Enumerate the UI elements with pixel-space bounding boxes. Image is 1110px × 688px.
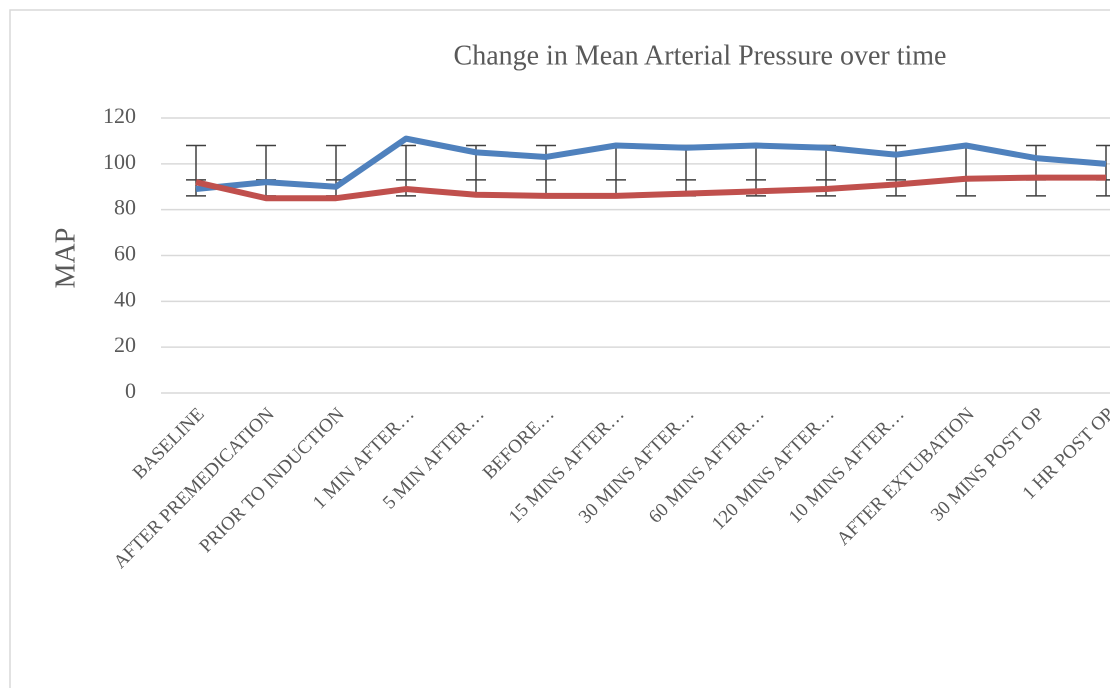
y-tick-label: 120 (103, 103, 136, 128)
series-line (195, 174, 1106, 202)
chart-title: Change in Mean Arterial Pressure over ti… (454, 40, 947, 71)
y-axis-label: MAP (50, 228, 81, 289)
y-tick-label: 40 (114, 286, 136, 311)
y-tick-label: 20 (114, 332, 136, 357)
y-tick-label: 80 (114, 195, 136, 220)
x-tick-label: PRIOR TO INDUCTION (195, 404, 348, 557)
x-tick-label: 60 MINS AFTER… (645, 404, 769, 528)
x-tick-label: AFTER EXTUBATION (833, 404, 979, 550)
y-tick-label: 100 (103, 149, 136, 174)
y-tick-label: 0 (125, 378, 136, 403)
x-tick-label: 30 MINS AFTER… (575, 404, 699, 528)
y-tick-label: 60 (114, 241, 136, 266)
x-tick-label: 10 MINS AFTER… (785, 404, 909, 528)
chart-border (9, 9, 1110, 688)
x-tick-label: 120 MINS AFTER… (708, 404, 839, 535)
x-tick-label: 15 MINS AFTER… (505, 404, 629, 528)
series-line (195, 135, 1107, 193)
